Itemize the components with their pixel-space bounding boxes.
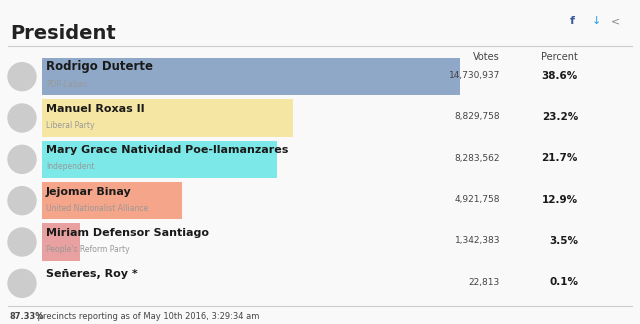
Text: 12.9%: 12.9% [542,195,578,205]
Circle shape [8,269,36,297]
FancyBboxPatch shape [42,223,80,261]
Text: Liberal Party: Liberal Party [46,121,95,130]
Text: 87.33%: 87.33% [10,312,45,321]
Circle shape [8,228,36,256]
Circle shape [8,104,36,132]
Circle shape [8,145,36,173]
Text: ↓: ↓ [591,16,601,26]
Text: 38.6%: 38.6% [541,71,578,81]
Text: Rodrigo Duterte: Rodrigo Duterte [46,60,153,73]
Text: United Nationalist Alliance: United Nationalist Alliance [46,204,148,213]
Text: Independent: Independent [46,162,95,171]
Text: Miriam Defensor Santiago: Miriam Defensor Santiago [46,228,209,238]
FancyBboxPatch shape [42,58,460,95]
FancyBboxPatch shape [42,141,277,178]
Text: PDP-Laban: PDP-Laban [46,80,87,89]
Text: 0.1%: 0.1% [549,277,578,287]
Text: President: President [10,24,116,43]
Text: Jejomar Binay: Jejomar Binay [46,187,132,197]
Text: precincts reporting as of May 10th 2016, 3:29:34 am: precincts reporting as of May 10th 2016,… [35,312,260,321]
Text: 1,342,383: 1,342,383 [454,237,500,246]
Text: <: < [611,16,621,26]
Text: People's Reform Party: People's Reform Party [46,245,130,254]
Text: 4,921,758: 4,921,758 [454,195,500,204]
Text: 8,283,562: 8,283,562 [454,154,500,163]
Text: 8,829,758: 8,829,758 [454,112,500,122]
Text: Votes: Votes [473,52,500,62]
Text: 14,730,937: 14,730,937 [449,71,500,80]
Circle shape [8,187,36,215]
Text: Señeres, Roy *: Señeres, Roy * [46,269,138,279]
Text: 21.7%: 21.7% [541,153,578,163]
Text: 23.2%: 23.2% [541,112,578,122]
Text: 22,813: 22,813 [468,278,500,287]
FancyBboxPatch shape [42,99,293,137]
Text: Percent: Percent [541,52,578,62]
Circle shape [8,63,36,91]
Text: Mary Grace Natividad Poe-llamanzares: Mary Grace Natividad Poe-llamanzares [46,145,289,155]
FancyBboxPatch shape [42,182,182,219]
Text: f: f [570,16,575,26]
Text: 3.5%: 3.5% [549,236,578,246]
Text: Manuel Roxas II: Manuel Roxas II [46,104,145,114]
